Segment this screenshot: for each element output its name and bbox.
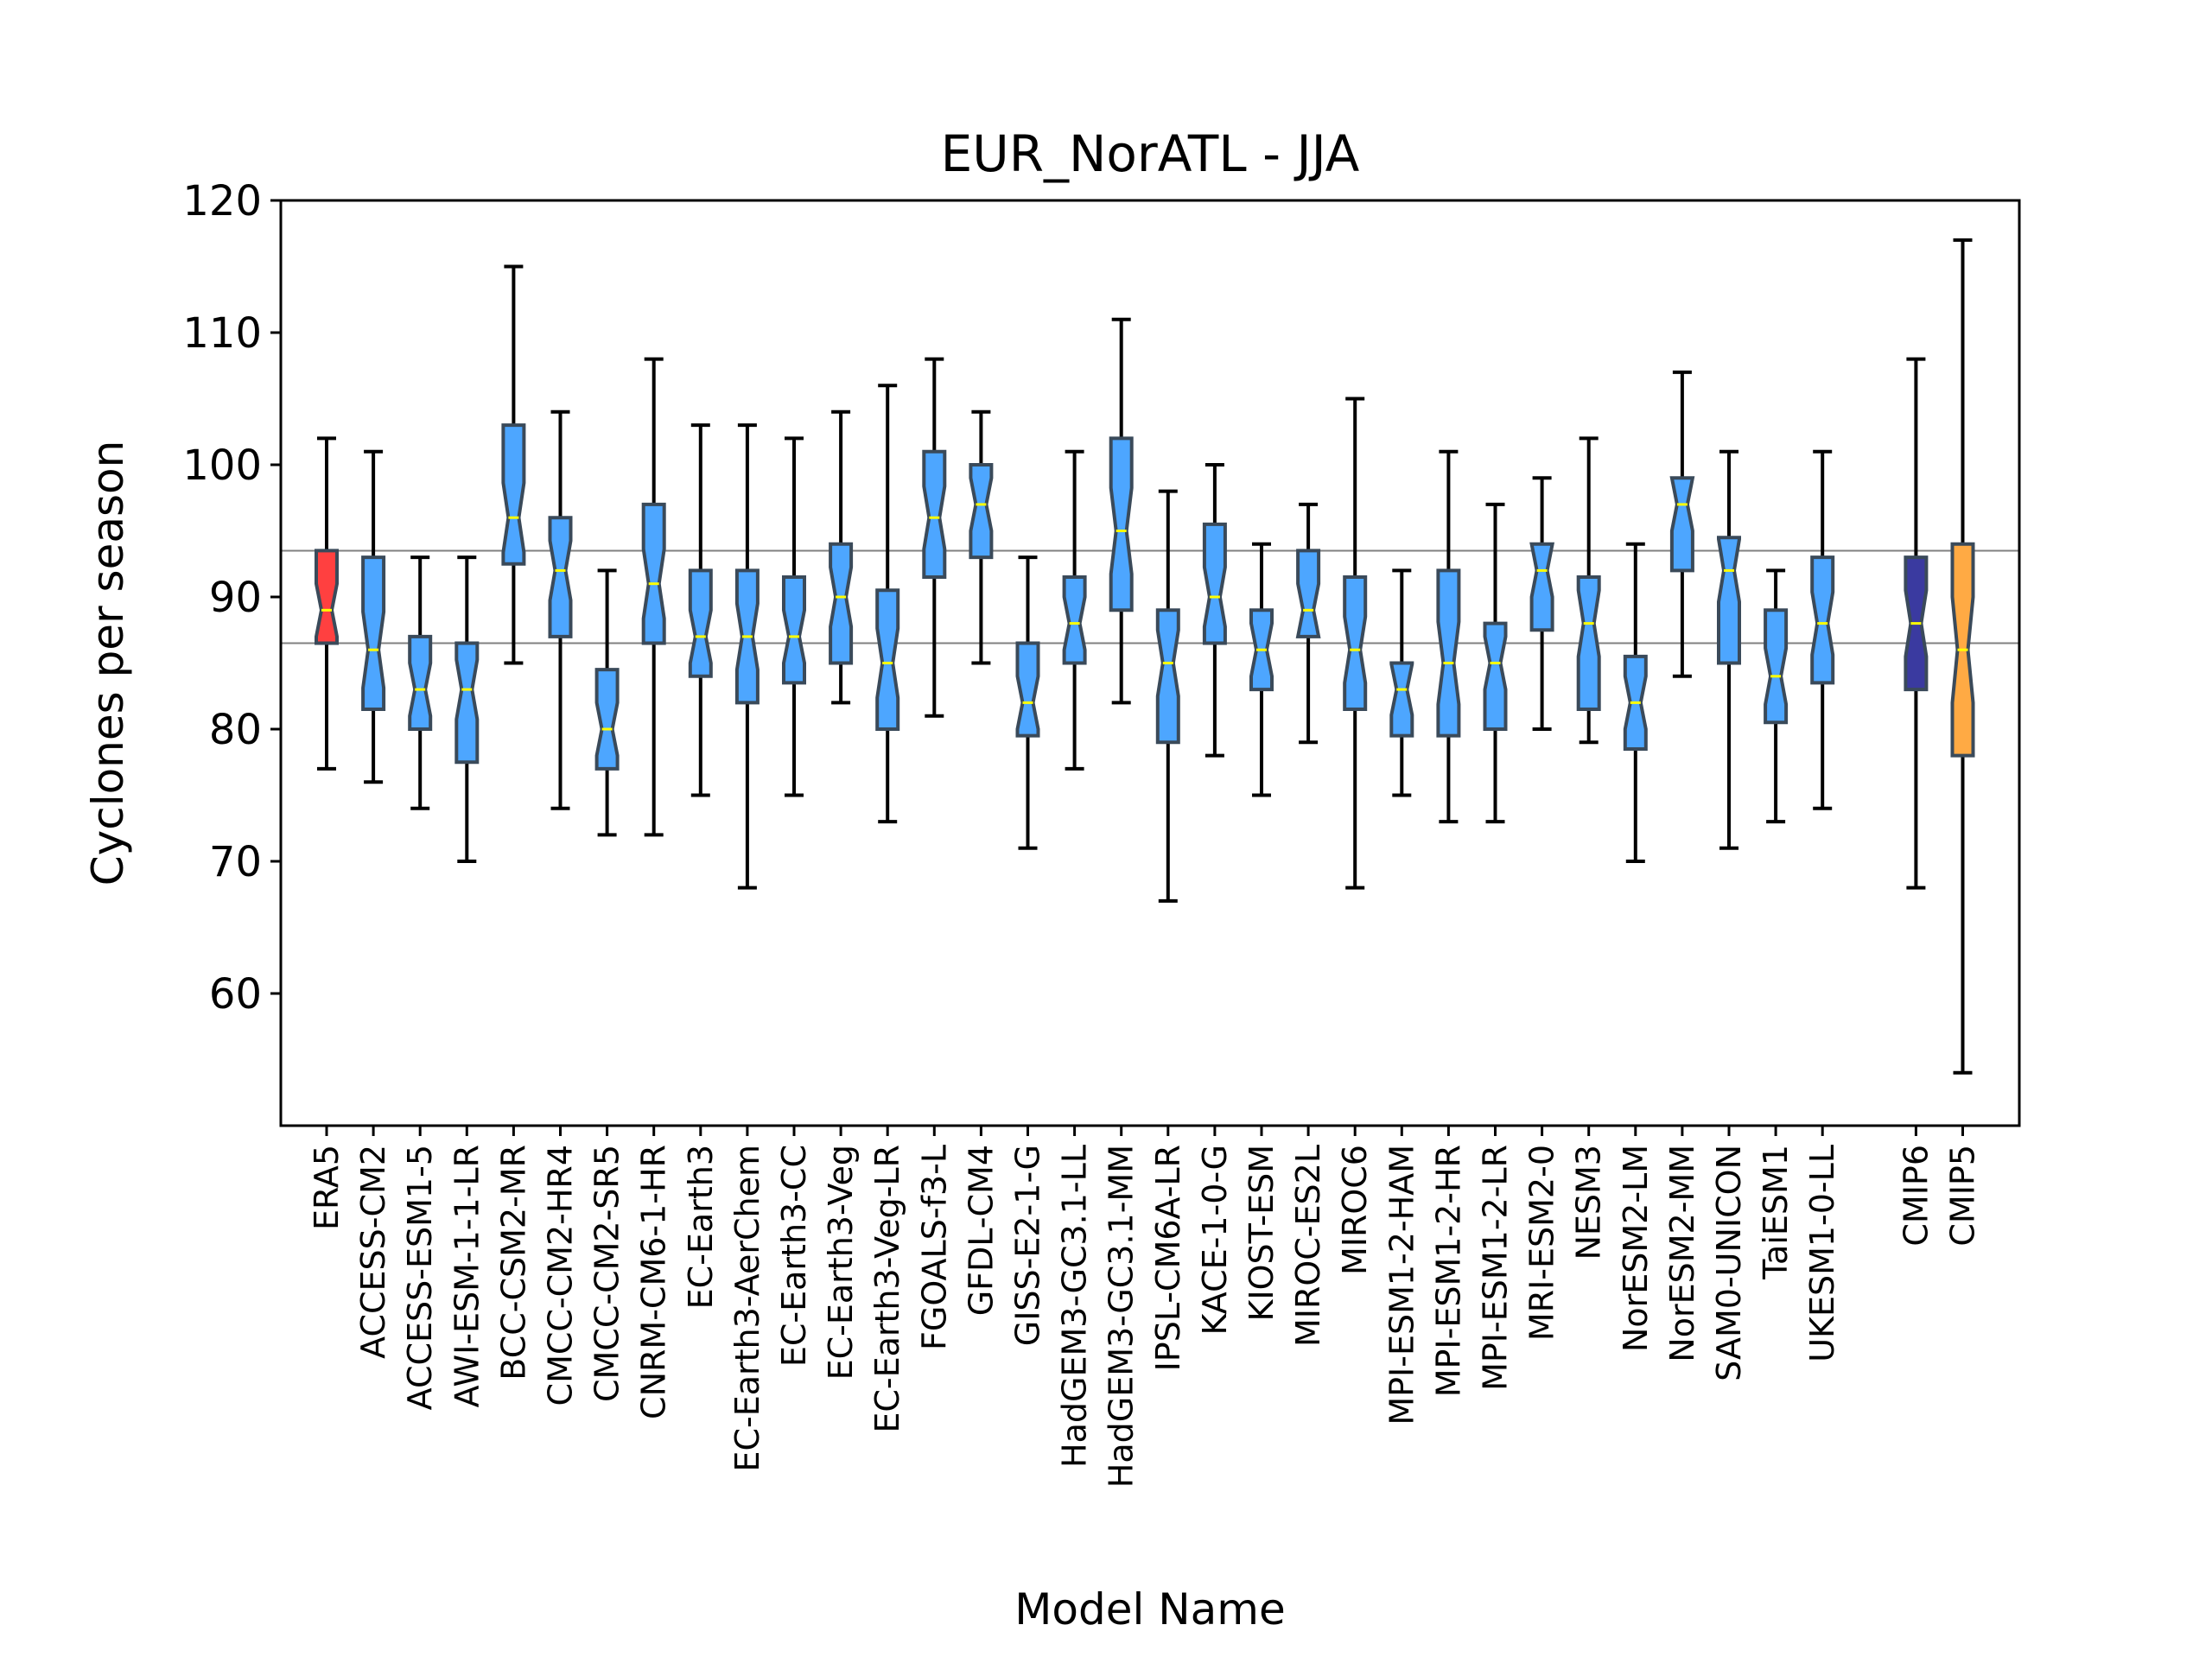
box-fgoals-f3-l (922, 449, 947, 579)
box-cmcc-cm2-hr4 (548, 516, 573, 638)
x-tick-label-mpi-esm1-2-ham: MPI-ESM1-2-HAM (1382, 1145, 1421, 1425)
box-gfdl-cm4 (969, 463, 994, 560)
x-tick-label-mpi-esm1-2-hr: MPI-ESM1-2-HR (1429, 1145, 1467, 1397)
x-tick-label-cmcc-cm2-sr5: CMCC-CM2-SR5 (588, 1145, 626, 1402)
x-tick-label-era5: ERA5 (308, 1145, 346, 1230)
box-taiesm1 (1764, 608, 1789, 725)
box-miroc6 (1343, 575, 1368, 711)
box-miroc-es2l (1295, 549, 1321, 638)
y-tick-label-100: 100 (182, 441, 262, 490)
x-tick-label-hadgem3-gc3-1-ll: HadGEM3-GC3.1-LL (1056, 1145, 1094, 1468)
plot-layer (281, 238, 2019, 1075)
x-tick-label-ec-earth3-veg-lr: EC-Earth3-Veg-LR (868, 1145, 906, 1433)
box-ec-earth3-cc (782, 575, 806, 685)
box-sam0-unicon (1717, 536, 1741, 665)
box-nesm3 (1576, 575, 1601, 711)
box-mri-esm2-0 (1529, 542, 1555, 632)
box-access-esm1-5 (408, 634, 433, 731)
x-tick-label-kiost-esm: KIOST-ESM (1243, 1145, 1281, 1322)
box-ec-earth3 (688, 568, 713, 678)
box-ipsl-cm6a-lr (1155, 608, 1180, 745)
box-ukesm1-0-ll (1810, 555, 1835, 685)
chart-title: EUR_NorATL - JJA (941, 124, 1360, 183)
x-tick-label-miroc-es2l: MIROC-ES2L (1289, 1145, 1327, 1347)
box-noresm2-mm (1669, 476, 1695, 573)
x-tick-label-bcc-csm2-mr: BCC-CSM2-MR (494, 1145, 532, 1381)
x-tick-label-gfdl-cm4: GFDL-CM4 (962, 1145, 1000, 1316)
box-kace-1-0-g (1202, 522, 1227, 645)
x-tick-label-fgoals-f3-l: FGOALS-f3-L (915, 1145, 953, 1350)
box-era5 (315, 549, 339, 645)
x-tick-label-noresm2-lm: NorESM2-LM (1617, 1145, 1655, 1352)
x-tick-label-ipsl-cm6a-lr: IPSL-CM6A-LR (1149, 1145, 1187, 1371)
x-tick-label-ukesm1-0-ll: UKESM1-0-LL (1803, 1145, 1841, 1362)
y-axis-label: Cyclones per season (83, 441, 133, 886)
x-tick-label-sam0-unicon: SAM0-UNICON (1710, 1145, 1748, 1381)
x-tick-label-kace-1-0-g: KACE-1-0-G (1196, 1145, 1234, 1335)
plot-frame (279, 199, 2021, 1127)
x-tick-label-giss-e2-1-g: GISS-E2-1-G (1009, 1145, 1047, 1346)
x-tick-label-cmip5: CMIP5 (1944, 1145, 1982, 1247)
x-tick-label-awi-esm-1-1-lr: AWI-ESM-1-1-LR (448, 1145, 486, 1407)
box-cmcc-cm2-sr5 (594, 668, 620, 771)
y-tick-label-60: 60 (209, 970, 262, 1019)
box-cnrm-cm6-1-hr (641, 502, 666, 645)
x-tick-label-cmip6: CMIP6 (1897, 1145, 1935, 1247)
x-tick-label-ec-earth3-aerchem: EC-Earth3-AerChem (728, 1145, 766, 1472)
box-hadgem3-gc3-1-mm (1109, 436, 1134, 613)
x-tick-label-ec-earth3: EC-Earth3 (682, 1145, 720, 1309)
box-mpi-esm1-2-lr (1483, 621, 1508, 731)
x-tick-label-noresm2-mm: NorESM2-MM (1663, 1145, 1701, 1362)
x-tick-label-taiesm1: TaiESM1 (1757, 1145, 1795, 1280)
y-tick-label-90: 90 (209, 574, 262, 622)
box-mpi-esm1-2-hr (1436, 568, 1461, 738)
x-tick-label-miroc6: MIROC6 (1336, 1145, 1374, 1275)
x-tick-label-access-cm2: ACCESS-CM2 (354, 1145, 392, 1359)
x-tick-label-mri-esm2-0: MRI-ESM2-0 (1523, 1145, 1561, 1341)
x-tick-label-cmcc-cm2-hr4: CMCC-CM2-HR4 (542, 1145, 580, 1406)
box-giss-e2-1-g (1015, 641, 1040, 738)
x-tick-label-nesm3: NESM3 (1570, 1145, 1608, 1260)
y-tick-label-120: 120 (182, 177, 262, 225)
x-tick-label-hadgem3-gc3-1-mm: HadGEM3-GC3.1-MM (1103, 1145, 1141, 1488)
x-tick-label-ec-earth3-veg: EC-Earth3-Veg (822, 1145, 860, 1380)
x-tick-label-access-esm1-5: ACCESS-ESM1-5 (401, 1145, 439, 1410)
x-tick-label-cnrm-cm6-1-hr: CNRM-CM6-1-HR (635, 1145, 673, 1419)
x-tick-label-mpi-esm1-2-lr: MPI-ESM1-2-LR (1477, 1145, 1515, 1391)
y-tick-label-110: 110 (182, 309, 262, 358)
box-bcc-csm2-mr (501, 423, 526, 566)
x-axis-label: Model Name (1014, 1584, 1286, 1634)
box-awi-esm-1-1-lr (454, 641, 480, 765)
y-tick-label-80: 80 (209, 706, 262, 754)
box-hadgem3-gc3-1-ll (1062, 575, 1087, 665)
box-ec-earth3-veg-lr (875, 588, 900, 731)
box-ec-earth3-veg (829, 542, 854, 665)
y-tick-label-70: 70 (209, 838, 262, 886)
box-access-cm2 (361, 555, 386, 711)
box-mpi-esm1-2-ham (1389, 661, 1414, 738)
x-tick-label-ec-earth3-cc: EC-Earth3-CC (775, 1145, 813, 1367)
